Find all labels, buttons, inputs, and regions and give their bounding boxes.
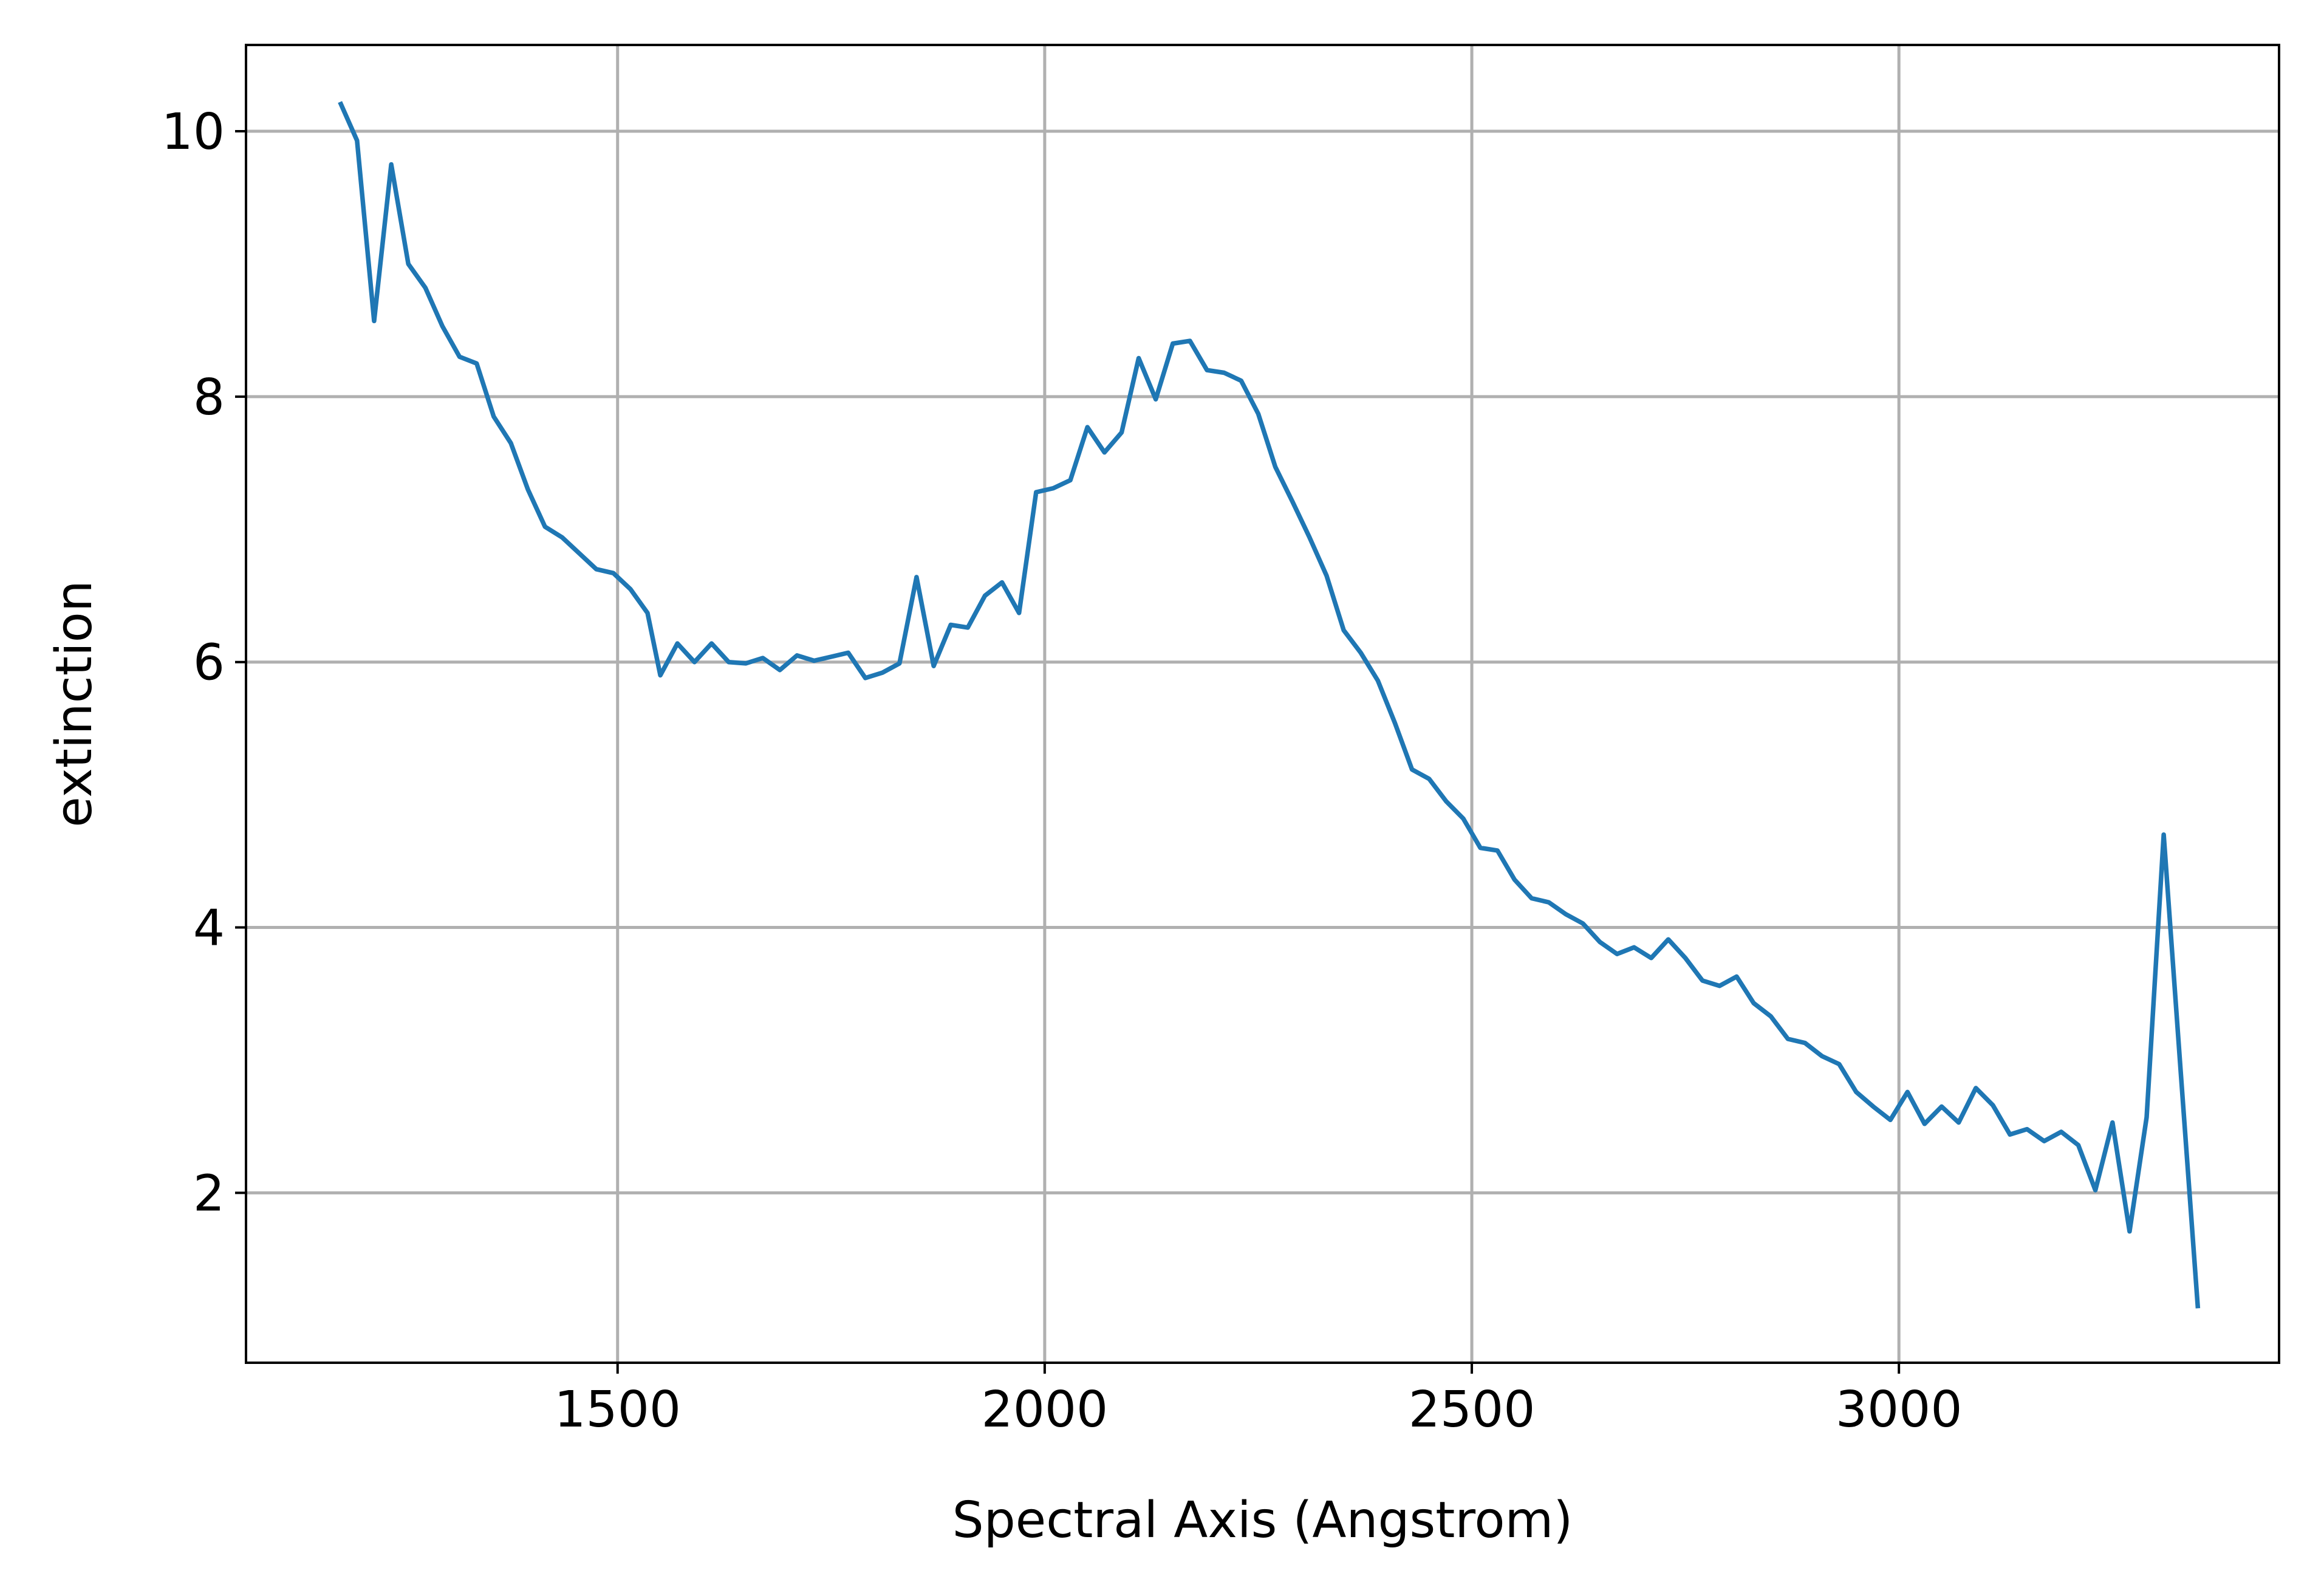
y-tick-label: 8 bbox=[193, 369, 225, 427]
y-tick-label: 2 bbox=[193, 1165, 225, 1222]
x-tick-label: 3000 bbox=[1836, 1381, 1963, 1439]
y-tick-label: 4 bbox=[193, 900, 225, 958]
x-tick-label: 2000 bbox=[982, 1381, 1109, 1439]
y-axis-label: extinction bbox=[46, 580, 103, 827]
x-axis: 1500 2000 2500 3000 bbox=[554, 1363, 1963, 1439]
plot-frame bbox=[245, 44, 2280, 1364]
x-tick-label: 2500 bbox=[1409, 1381, 1536, 1439]
grid bbox=[246, 45, 2279, 1363]
series-layer bbox=[338, 101, 2201, 1309]
x-tick-label: 1500 bbox=[554, 1381, 681, 1439]
series-line-0 bbox=[338, 101, 2201, 1309]
y-axis: 2 4 6 8 10 bbox=[162, 103, 246, 1222]
y-tick-label: 6 bbox=[193, 634, 225, 692]
x-axis-label: Spectral Axis (Angstrom) bbox=[952, 1492, 1573, 1549]
y-tick-label: 10 bbox=[162, 103, 225, 161]
